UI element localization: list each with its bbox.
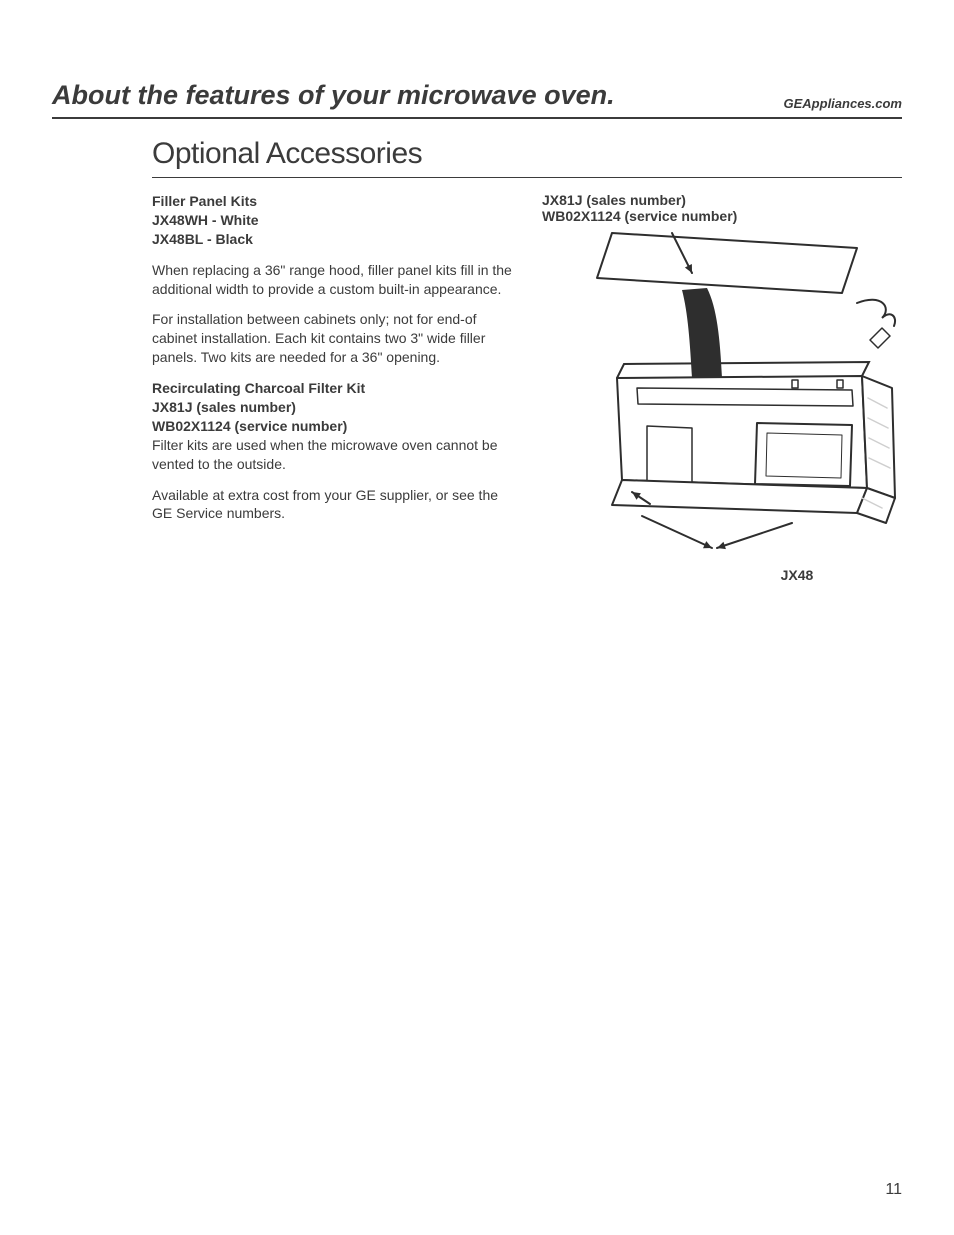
page-title: About the features of your microwave ove… [52, 80, 615, 111]
left-column: Filler Panel Kits JX48WH - White JX48BL … [152, 192, 512, 583]
page-number: 11 [885, 1181, 902, 1199]
top-callout-l1: JX81J (sales number) [542, 192, 686, 208]
site-url: GEAppliances.com [784, 96, 902, 111]
filler-kits-l1: Filler Panel Kits [152, 192, 512, 211]
para-1: When replacing a 36" range hood, filler … [152, 261, 512, 299]
charcoal-heading: Recirculating Charcoal Filter Kit JX81J … [152, 379, 512, 436]
charcoal-l1: Recirculating Charcoal Filter Kit [152, 379, 512, 398]
para-3: Filter kits are used when the microwave … [152, 436, 512, 474]
bottom-callout: JX48 [692, 567, 902, 583]
top-callout-l2: WB02X1124 (service number) [542, 208, 737, 224]
right-column: JX81J (sales number) WB02X1124 (service … [542, 192, 902, 583]
exploded-diagram [542, 228, 902, 563]
filler-kits-l3: JX48BL - Black [152, 230, 512, 249]
charcoal-l2: JX81J (sales number) [152, 398, 512, 417]
section-heading: Optional Accessories [152, 137, 902, 178]
filler-kits-l2: JX48WH - White [152, 211, 512, 230]
filler-kits-heading: Filler Panel Kits JX48WH - White JX48BL … [152, 192, 512, 249]
para-4: Available at extra cost from your GE sup… [152, 486, 512, 524]
charcoal-l3: WB02X1124 (service number) [152, 417, 512, 436]
para-2: For installation between cabinets only; … [152, 310, 512, 367]
top-callout: JX81J (sales number) WB02X1124 (service … [542, 192, 902, 224]
